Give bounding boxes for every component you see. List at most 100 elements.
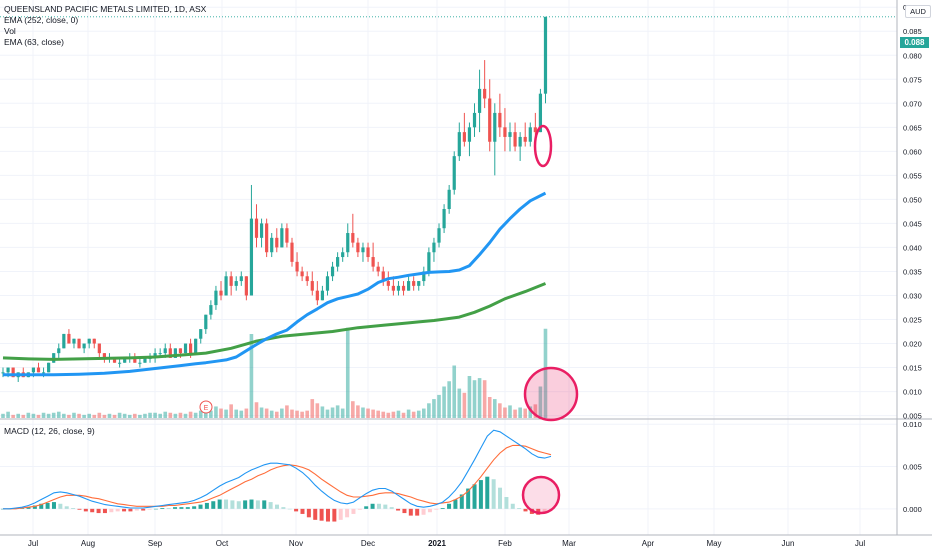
volume-bar xyxy=(92,414,97,418)
candle-body xyxy=(183,343,188,354)
x-tick-label: Oct xyxy=(216,539,229,548)
legend-ema-fast[interactable]: EMA (63, close) xyxy=(4,37,64,47)
y-tick-label: 0.015 xyxy=(903,364,922,373)
currency-button[interactable]: AUD xyxy=(905,5,931,18)
macd-histogram-bar xyxy=(542,508,547,514)
macd-line xyxy=(3,429,552,510)
candle-body xyxy=(467,127,472,142)
candle-body xyxy=(503,127,507,137)
volume-bar xyxy=(381,411,386,418)
candle-body xyxy=(280,228,284,248)
candle-body xyxy=(310,281,314,291)
candle-body xyxy=(295,261,299,272)
volume-bar xyxy=(214,406,218,418)
volume-bar xyxy=(508,405,512,418)
legend-ema-slow[interactable]: EMA (252, close, 0) xyxy=(4,15,79,25)
volume-bar xyxy=(133,413,137,418)
candle-body xyxy=(386,281,390,286)
volume-bar xyxy=(72,412,76,418)
x-tick-label: May xyxy=(706,539,721,548)
x-tick-label: Apr xyxy=(642,539,655,548)
y-tick-label: 0.050 xyxy=(903,195,922,204)
y-tick-label: 0.085 xyxy=(903,27,922,36)
circle-volume xyxy=(523,366,579,422)
macd-histogram-bar xyxy=(39,503,44,509)
candle-body xyxy=(290,242,294,262)
candle-body xyxy=(533,127,537,133)
candle-body xyxy=(168,348,172,358)
macd-histogram-bar xyxy=(211,501,216,509)
candlestick-series xyxy=(1,16,548,382)
y-tick-label: 0.055 xyxy=(903,171,922,180)
macd-histogram-bar xyxy=(427,508,432,513)
macd-histogram-bar xyxy=(128,508,133,512)
y-tick-label: 0.020 xyxy=(903,340,922,349)
candle-body xyxy=(249,218,254,296)
macd-histogram-bar xyxy=(83,508,88,512)
volume-bar xyxy=(330,407,335,418)
volume-bar xyxy=(498,403,502,418)
candle-body xyxy=(158,353,162,355)
volume-bar xyxy=(503,407,507,418)
volume-bar xyxy=(411,411,416,418)
symbol-title[interactable]: QUEENSLAND PACIFIC METALS LIMITED, 1D, A… xyxy=(4,4,207,14)
macd-y-tick-label: 0.005 xyxy=(903,463,922,472)
candle-body xyxy=(361,247,365,253)
macd-histogram-bar xyxy=(153,508,158,510)
candle-body xyxy=(472,112,477,128)
macd-legend: MACD (12, 26, close, 9) xyxy=(4,426,95,437)
candle-body xyxy=(498,112,502,128)
volume-bar xyxy=(6,411,10,418)
volume-bar xyxy=(376,410,380,418)
legend-vol[interactable]: Vol xyxy=(4,26,16,36)
volume-bar xyxy=(325,409,330,418)
volume-bar xyxy=(254,402,259,418)
macd-histogram-bar xyxy=(64,506,69,509)
y-tick-label: 0.080 xyxy=(903,51,922,60)
candle-body xyxy=(133,357,137,363)
volume-bar xyxy=(219,408,223,418)
volume-bar xyxy=(138,414,142,418)
candle-body xyxy=(188,343,193,354)
candle-body xyxy=(300,271,304,277)
volume-bar xyxy=(112,414,117,418)
volume-bar xyxy=(249,334,254,418)
earnings-marker-label: E xyxy=(204,405,209,412)
candle-body xyxy=(320,290,325,301)
volume-bar xyxy=(437,394,441,418)
candle-body xyxy=(194,338,198,354)
macd-histogram-bar xyxy=(109,508,114,513)
volume-bar xyxy=(335,405,340,418)
macd-histogram-bar xyxy=(389,507,394,509)
volume-bar xyxy=(11,414,15,418)
legend-macd[interactable]: MACD (12, 26, close, 9) xyxy=(4,426,95,436)
y-tick-label: 0.040 xyxy=(903,243,922,252)
macd-histogram-bar xyxy=(357,508,362,510)
y-tick-label: 0.045 xyxy=(903,219,922,228)
volume-bar xyxy=(87,413,91,418)
volume-bar xyxy=(173,413,178,418)
candle-body xyxy=(371,257,375,267)
volume-bar xyxy=(21,414,26,418)
macd-histogram-bar xyxy=(45,502,50,509)
macd-histogram-bar xyxy=(313,508,318,520)
macd-histogram-bar xyxy=(71,508,76,509)
volume-bar xyxy=(193,412,198,418)
candle-body xyxy=(6,367,10,373)
x-tick-label: Aug xyxy=(81,539,95,548)
candle-body xyxy=(204,314,208,330)
candle-body xyxy=(432,242,436,253)
volume-bar xyxy=(107,413,112,418)
macd-histogram-bar xyxy=(510,503,515,509)
x-tick-label: Jul xyxy=(855,539,865,548)
volume-bars xyxy=(1,327,548,418)
volume-bar xyxy=(295,410,299,418)
candle-body xyxy=(209,305,213,315)
volume-bar xyxy=(239,410,244,418)
earnings-marker xyxy=(199,400,213,414)
x-tick-label: Jun xyxy=(782,539,795,548)
macd-histogram-bar xyxy=(345,508,350,518)
candle-body xyxy=(508,132,512,137)
volume-bar xyxy=(16,413,21,418)
